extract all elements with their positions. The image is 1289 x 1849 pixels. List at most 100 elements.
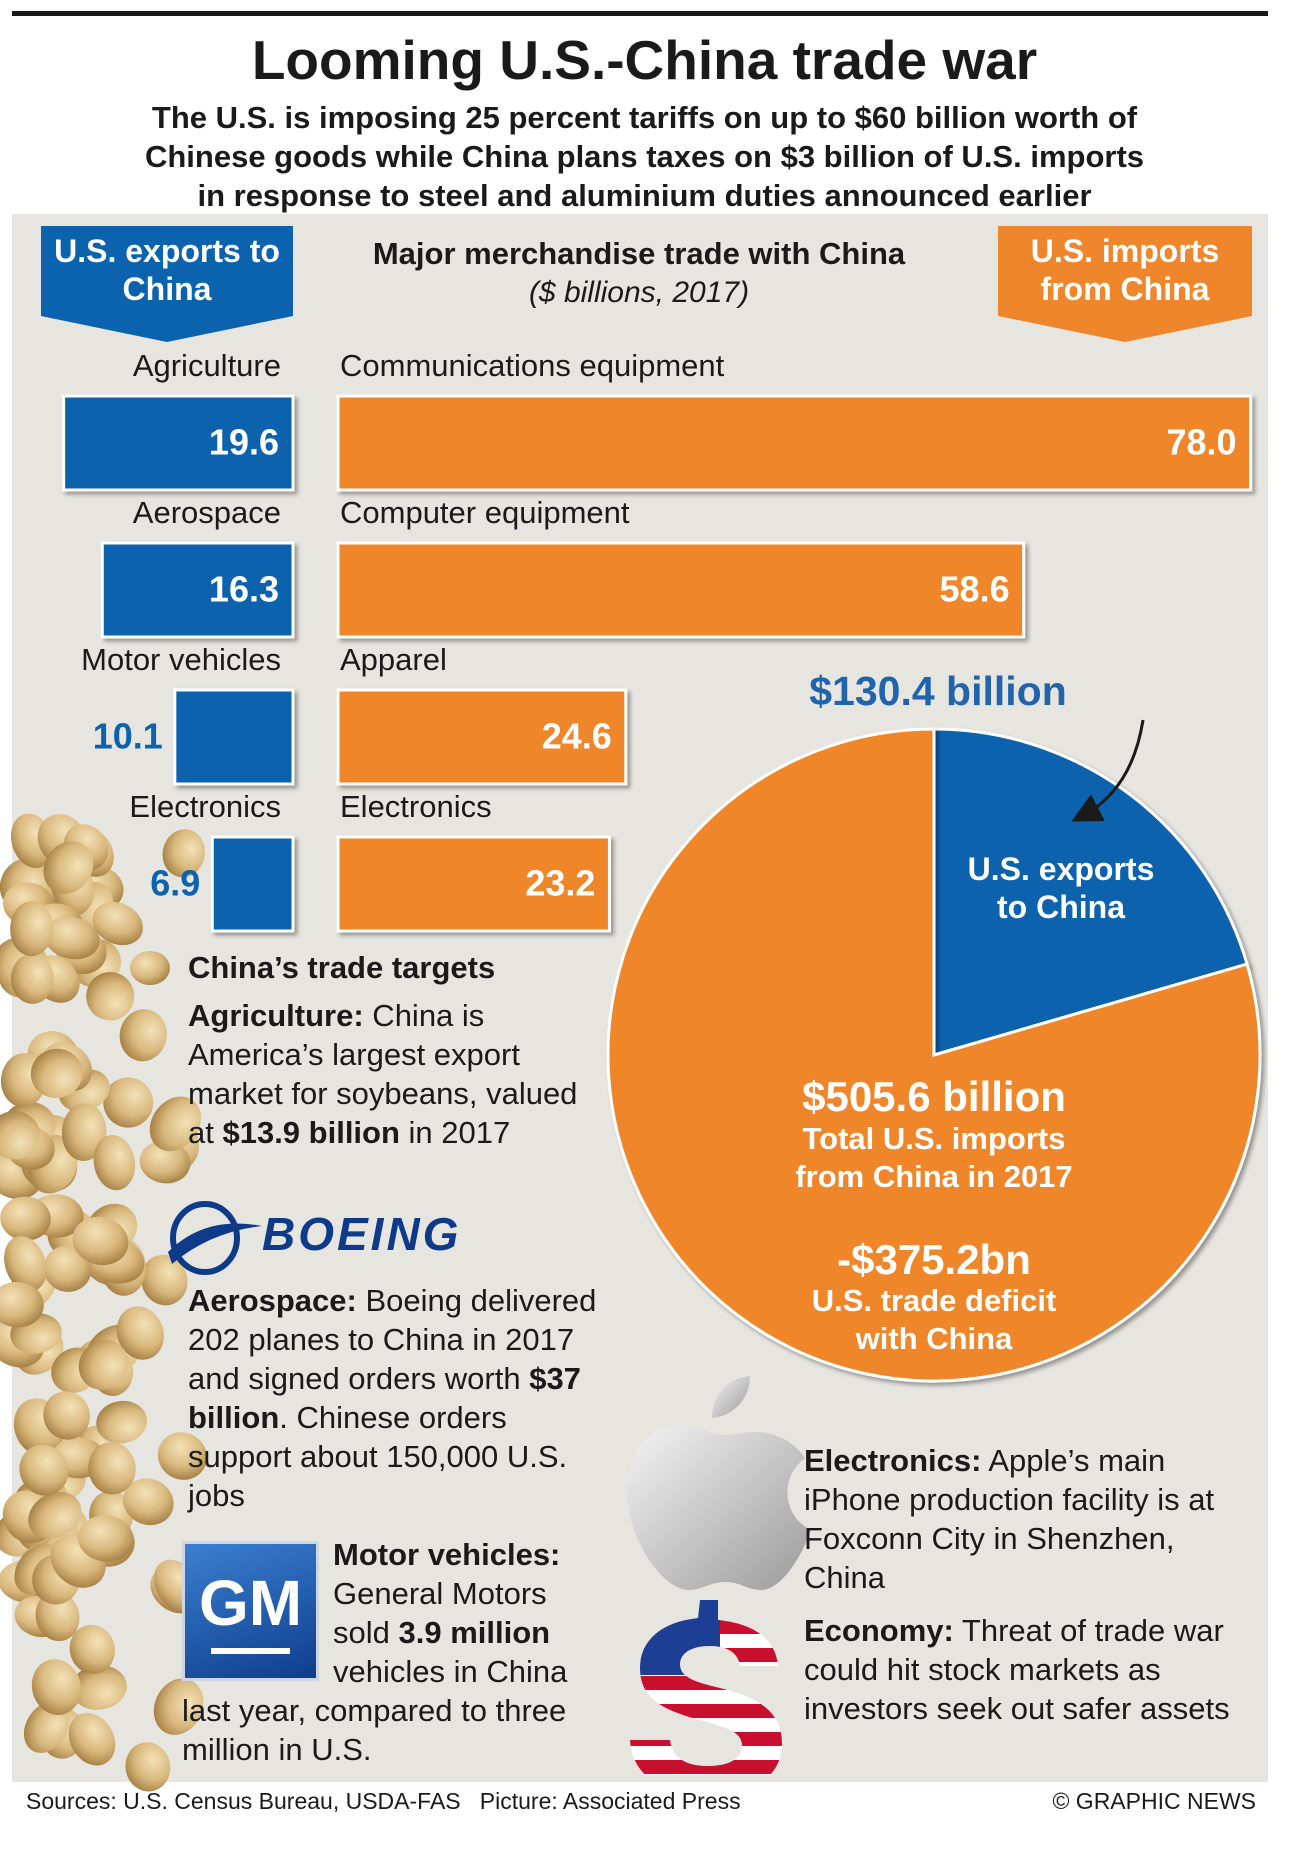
note-heading: Economy: [804, 1613, 954, 1648]
category-label: Motor vehicles [81, 642, 281, 677]
credit: © GRAPHIC NEWS [1052, 1788, 1256, 1814]
category-label: Electronics [129, 789, 281, 824]
soybean [35, 1591, 80, 1642]
soybean [119, 1009, 167, 1062]
soybean [139, 1140, 191, 1184]
soybean [10, 901, 54, 957]
electronics-note: Electronics: Apple’s main iPhone product… [804, 1441, 1244, 1597]
soybean [157, 1432, 207, 1480]
note-text: $37 billion [188, 1361, 581, 1435]
soybean [61, 1103, 107, 1161]
category-label: Computer equipment [340, 495, 630, 530]
dollar-flag-icon [630, 1600, 782, 1775]
bar [100, 541, 295, 639]
note-text: China is America’s largest export market… [188, 998, 578, 1150]
soybean [43, 841, 94, 894]
pie-slice [606, 727, 1262, 1383]
soybean [130, 951, 170, 985]
soybean [43, 1245, 92, 1292]
deficit-label: U.S. trade deficit with China [811, 1283, 1057, 1356]
note-heading: Agriculture: [188, 998, 364, 1033]
apple-logo [627, 1376, 811, 1590]
category-label: Apparel [340, 642, 447, 677]
bar [62, 394, 295, 492]
value-label: 23.2 [525, 863, 595, 904]
subtitle-line: The U.S. is imposing 25 percent tariffs … [151, 100, 1138, 135]
note-text: vehicles in China last year, compared to… [182, 1654, 568, 1767]
trade-title: Major merchandise trade with China [372, 236, 906, 271]
value-label: 78.0 [1167, 422, 1237, 463]
pie-arrow [1071, 719, 1145, 822]
note-text: $13.9 billion [222, 1115, 400, 1150]
gm-logo: GM [182, 1541, 319, 1681]
soybean [68, 1712, 116, 1766]
soybean [30, 1048, 83, 1099]
bar [336, 835, 611, 933]
trade-subtitle: ($ billions, 2017) [528, 276, 750, 309]
soybean [149, 1096, 202, 1152]
soybean [0, 1111, 41, 1160]
soybean [43, 916, 100, 960]
top-rule [12, 11, 1268, 16]
soybean [92, 901, 143, 946]
title: Looming U.S.-China trade war [251, 29, 1038, 91]
note-text: General Motors sold [333, 1576, 547, 1650]
soybean [123, 1478, 174, 1526]
soybean [69, 1624, 115, 1674]
aerospace-note: Aerospace: Boeing delivered 202 planes t… [188, 1281, 608, 1515]
category-label: Agriculture [133, 348, 281, 383]
imports-header-box [998, 226, 1252, 342]
gm-wordmark: GM [198, 1567, 303, 1639]
exports-header-box [41, 226, 293, 342]
note-text: in 2017 [399, 1115, 511, 1150]
note-text: 3.9 million [398, 1615, 551, 1650]
soybean [0, 1196, 51, 1241]
soybean [116, 1306, 164, 1360]
soybean [4, 1236, 47, 1292]
pie-import-value: $505.6 billion [802, 1073, 1066, 1120]
sources: Sources: U.S. Census Bureau, USDA-FAS Pi… [26, 1788, 741, 1814]
soybean [103, 1077, 154, 1128]
category-label: Aerospace [133, 495, 281, 530]
value-label: 24.6 [542, 716, 612, 757]
note-text: Apple’s main iPhone production facility … [804, 1443, 1215, 1595]
soybean [125, 1742, 171, 1792]
bar [336, 394, 1253, 492]
boeing-wordmark: BOEING [262, 1208, 461, 1260]
soybean-photo [0, 813, 207, 1792]
soybean [78, 1340, 129, 1390]
soybean [43, 1391, 91, 1440]
economy-note: Economy: Threat of trade war could hit s… [804, 1611, 1254, 1728]
soybean [93, 1135, 136, 1191]
subtitle-line: Chinese goods while China plans taxes on… [144, 139, 1145, 174]
soybean [162, 829, 206, 878]
marks: Agriculture 19.6 Aerospace 16.3 Motor vehicl… [62, 348, 1262, 1383]
pie-import-label: Total U.S. imports from China in 2017 [795, 1121, 1073, 1194]
soybean [153, 1678, 204, 1735]
soybean [10, 953, 54, 1004]
note-text: . Chinese orders support about 150,000 U… [188, 1400, 568, 1513]
soybean [19, 1444, 69, 1496]
soybean [31, 1659, 82, 1715]
soybean [77, 1515, 134, 1562]
value-label: 6.9 [150, 863, 200, 904]
note-heading: Aerospace: [188, 1283, 357, 1318]
soybean [70, 1665, 127, 1710]
exports-header: U.S. exports to China [54, 233, 280, 307]
soybean [96, 1400, 148, 1444]
targets-title: China’s trade targets [188, 950, 496, 985]
category-label: Electronics [340, 789, 492, 824]
note-heading: Electronics: [804, 1443, 982, 1478]
value-label: 19.6 [209, 422, 279, 463]
boeing-logo: BOEING [168, 1201, 461, 1275]
bar [336, 541, 1026, 639]
value-label: 16.3 [209, 569, 279, 610]
bar [336, 688, 628, 786]
deficit-value: -$375.2bn [837, 1236, 1031, 1283]
bar [210, 835, 295, 933]
pie-export-value: $130.4 billion [809, 668, 1067, 714]
pie-export-label: U.S. exports to China [967, 851, 1155, 925]
value-label: 10.1 [93, 716, 163, 757]
